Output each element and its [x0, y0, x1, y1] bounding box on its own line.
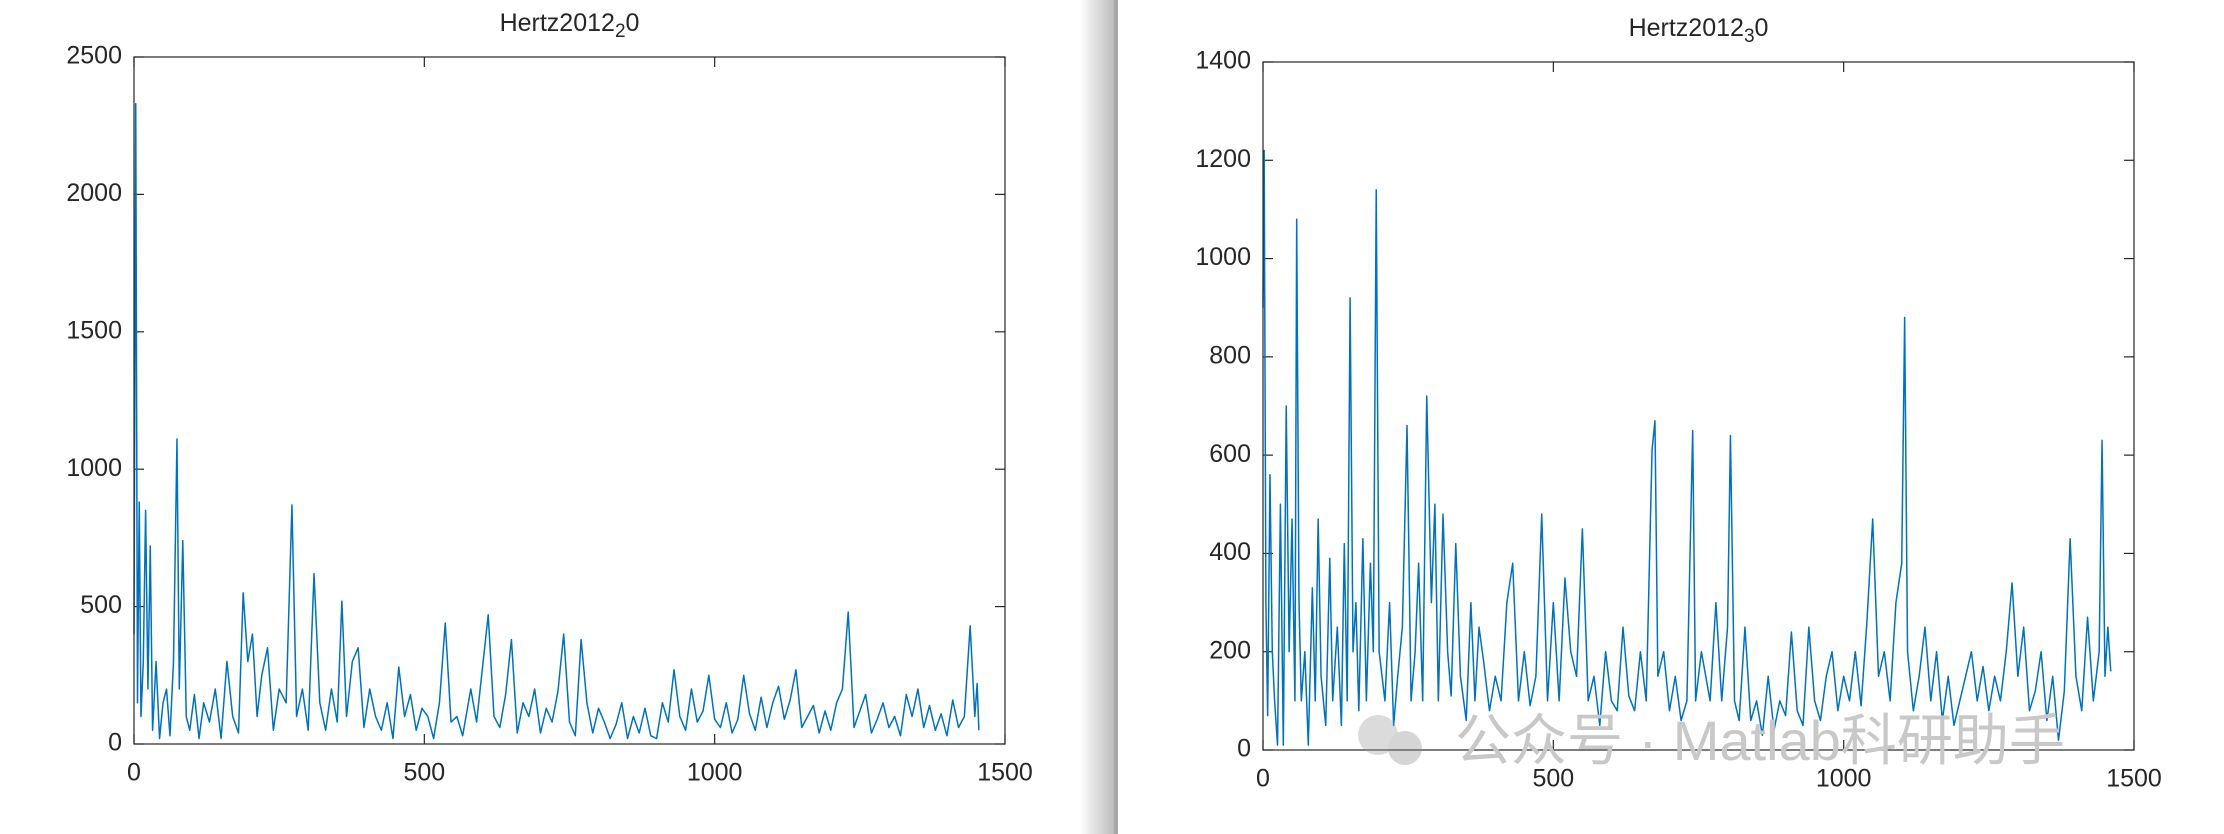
- watermark: 公众号 · Matlab科研助手: [1455, 709, 2065, 772]
- title-part: Hertz2012: [500, 9, 615, 37]
- y-tick-label: 1000: [66, 454, 122, 482]
- chart-title: Hertz201220: [500, 9, 640, 42]
- title-part: 0: [626, 9, 640, 37]
- y-tick-label: 400: [1209, 538, 1251, 566]
- x-tick-label: 0: [127, 759, 141, 787]
- y-tick-label: 1400: [1195, 47, 1251, 75]
- y-tick-label: 0: [1237, 735, 1251, 763]
- y-tick-label: 0: [108, 729, 122, 757]
- x-tick-label: 500: [403, 759, 445, 787]
- x-tick-label: 1000: [687, 759, 743, 787]
- y-tick-label: 1500: [66, 316, 122, 344]
- x-tick-label: 500: [1532, 765, 1574, 793]
- plot: 0 200 400 600 800 1000 1200 1400 0 500 1000 1500 Her…: [1195, 14, 2161, 793]
- title-part: 2: [615, 21, 626, 42]
- x-tick-label: 1000: [1816, 765, 1872, 793]
- y-tick-label: 500: [80, 591, 122, 619]
- y-tick-label: 2500: [66, 42, 122, 70]
- axes-box: [1262, 61, 2135, 751]
- x-tick-label: 1500: [977, 759, 1033, 787]
- y-tick-label: 1000: [1195, 243, 1251, 271]
- y-tick-label: 800: [1209, 341, 1251, 369]
- y-tick-label: 600: [1209, 440, 1251, 468]
- panel-divider: [1114, 0, 1118, 834]
- x-tick-label: 1500: [2106, 765, 2162, 793]
- data-line: [133, 102, 980, 740]
- chart-title: Hertz201230: [1629, 14, 1769, 47]
- y-tick-label: 200: [1209, 636, 1251, 664]
- axes-box: [133, 56, 1006, 745]
- data-line: [1262, 149, 2112, 746]
- panel-shadow: [1080, 0, 1114, 834]
- title-part: Hertz2012: [1629, 14, 1744, 42]
- y-tick-label: 1200: [1195, 145, 1251, 173]
- title-part: 0: [1755, 14, 1769, 42]
- title-part: 3: [1744, 26, 1755, 47]
- watermark-icon: [1358, 715, 1422, 765]
- plot: 0 500 1000 1500 2000 2500 0 500 1000 1500 Hertz201…: [66, 9, 1032, 787]
- x-tick-label: 0: [1256, 765, 1270, 793]
- y-tick-label: 2000: [66, 179, 122, 207]
